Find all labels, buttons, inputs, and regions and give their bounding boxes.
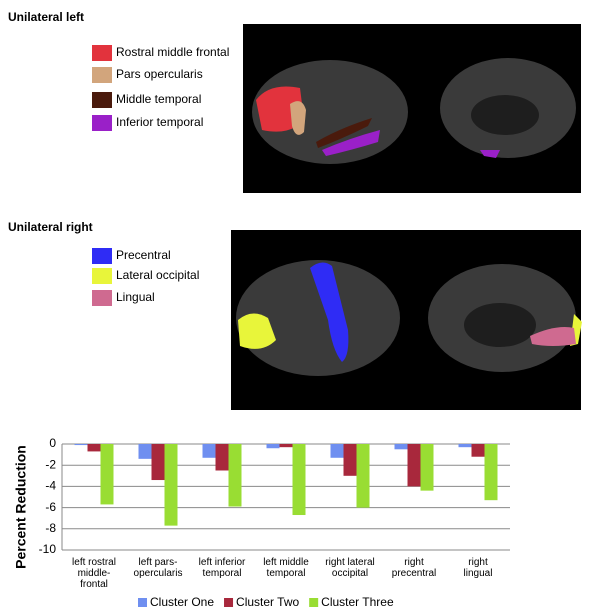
bar: [215, 444, 229, 471]
x-tick-label-line: right: [404, 557, 424, 568]
region-swatch: [92, 67, 112, 83]
bar: [407, 444, 421, 487]
bar: [471, 444, 485, 457]
bar: [100, 444, 114, 505]
bar: [356, 444, 370, 508]
region-blob: [290, 101, 306, 135]
region-label: Inferior temporal: [116, 115, 203, 129]
x-tick-label: left inferior temporal: [199, 557, 246, 579]
region-label: Middle temporal: [116, 92, 201, 106]
x-tick-label: left rostral middle-frontal: [72, 557, 116, 590]
brain-medial-inner: [471, 95, 539, 135]
region-blob: [310, 262, 349, 362]
x-tick-label-line: middle-: [78, 568, 111, 579]
bar: [138, 444, 152, 459]
legend-swatch: [224, 598, 234, 607]
x-tick-label-line: right lateral: [325, 557, 374, 568]
x-tick-label-line: temporal: [267, 568, 306, 579]
x-tick-label-line: opercularis: [134, 568, 183, 579]
region-blob: [238, 313, 276, 349]
legend-swatch: [138, 598, 147, 607]
x-tick-label: right precentral: [392, 557, 436, 579]
region-blob: [316, 118, 372, 148]
brain-medial-inner: [464, 303, 536, 347]
x-tick-label-line: left pars-: [139, 557, 178, 568]
x-tick-label-line: precentral: [392, 568, 436, 579]
panel-title: Unilateral right: [8, 220, 93, 234]
legend-swatch: [309, 598, 319, 607]
bar: [343, 444, 357, 476]
bar: [266, 444, 280, 449]
bar: [292, 444, 306, 516]
y-tick-label: -6: [45, 500, 56, 514]
region-blob: [480, 150, 500, 158]
bar: [279, 444, 293, 448]
region-blob: [530, 327, 576, 346]
region-label: Precentral: [116, 248, 171, 262]
region-swatch: [92, 268, 112, 284]
region-swatch: [92, 92, 112, 108]
x-tick-label: right lateral occipital: [325, 557, 374, 579]
bar: [164, 444, 178, 526]
x-tick-label-line: occipital: [332, 568, 368, 579]
legend-label: Cluster Three: [321, 595, 394, 609]
bar: [74, 444, 88, 446]
y-tick-label: -10: [39, 542, 57, 556]
y-tick-label: -4: [45, 479, 56, 493]
x-tick-label-line: right: [468, 557, 488, 568]
y-tick-label: -2: [45, 457, 56, 471]
bar: [484, 444, 498, 501]
region-blob: [322, 130, 380, 156]
bar: [151, 444, 165, 481]
bar: [228, 444, 242, 507]
region-swatch: [92, 45, 112, 61]
legend-label: Cluster Two: [236, 595, 299, 609]
x-tick-label-line: left rostral: [72, 557, 116, 568]
bar: [202, 444, 216, 458]
bar: [394, 444, 408, 450]
x-tick-label-line: temporal: [203, 568, 242, 579]
y-tick-label: -8: [45, 521, 56, 535]
bar: [330, 444, 344, 458]
bar: [458, 444, 472, 448]
x-tick-label-line: lingual: [464, 568, 493, 579]
region-swatch: [92, 290, 112, 306]
region-label: Lateral occipital: [116, 268, 199, 282]
region-swatch: [92, 115, 112, 131]
legend-label: Cluster One: [150, 595, 214, 609]
x-tick-label: right lingual: [464, 557, 493, 579]
region-swatch: [92, 248, 112, 264]
y-tick-label: 0: [49, 436, 56, 450]
bar: [87, 444, 101, 452]
brain-lateral: [236, 260, 400, 376]
panel-title: Unilateral left: [8, 10, 84, 24]
x-tick-label-line: frontal: [80, 579, 108, 590]
x-tick-label: left pars-opercularis: [134, 557, 183, 579]
region-label: Rostral middle frontal: [116, 45, 229, 59]
x-tick-label-line: left middle: [263, 557, 309, 568]
x-tick-label-line: left inferior: [199, 557, 246, 568]
region-label: Lingual: [116, 290, 155, 304]
x-tick-label: left middle temporal: [263, 557, 309, 579]
y-axis-title: Percent Reduction: [13, 445, 29, 569]
region-label: Pars opercularis: [116, 67, 203, 81]
bar: [420, 444, 434, 491]
